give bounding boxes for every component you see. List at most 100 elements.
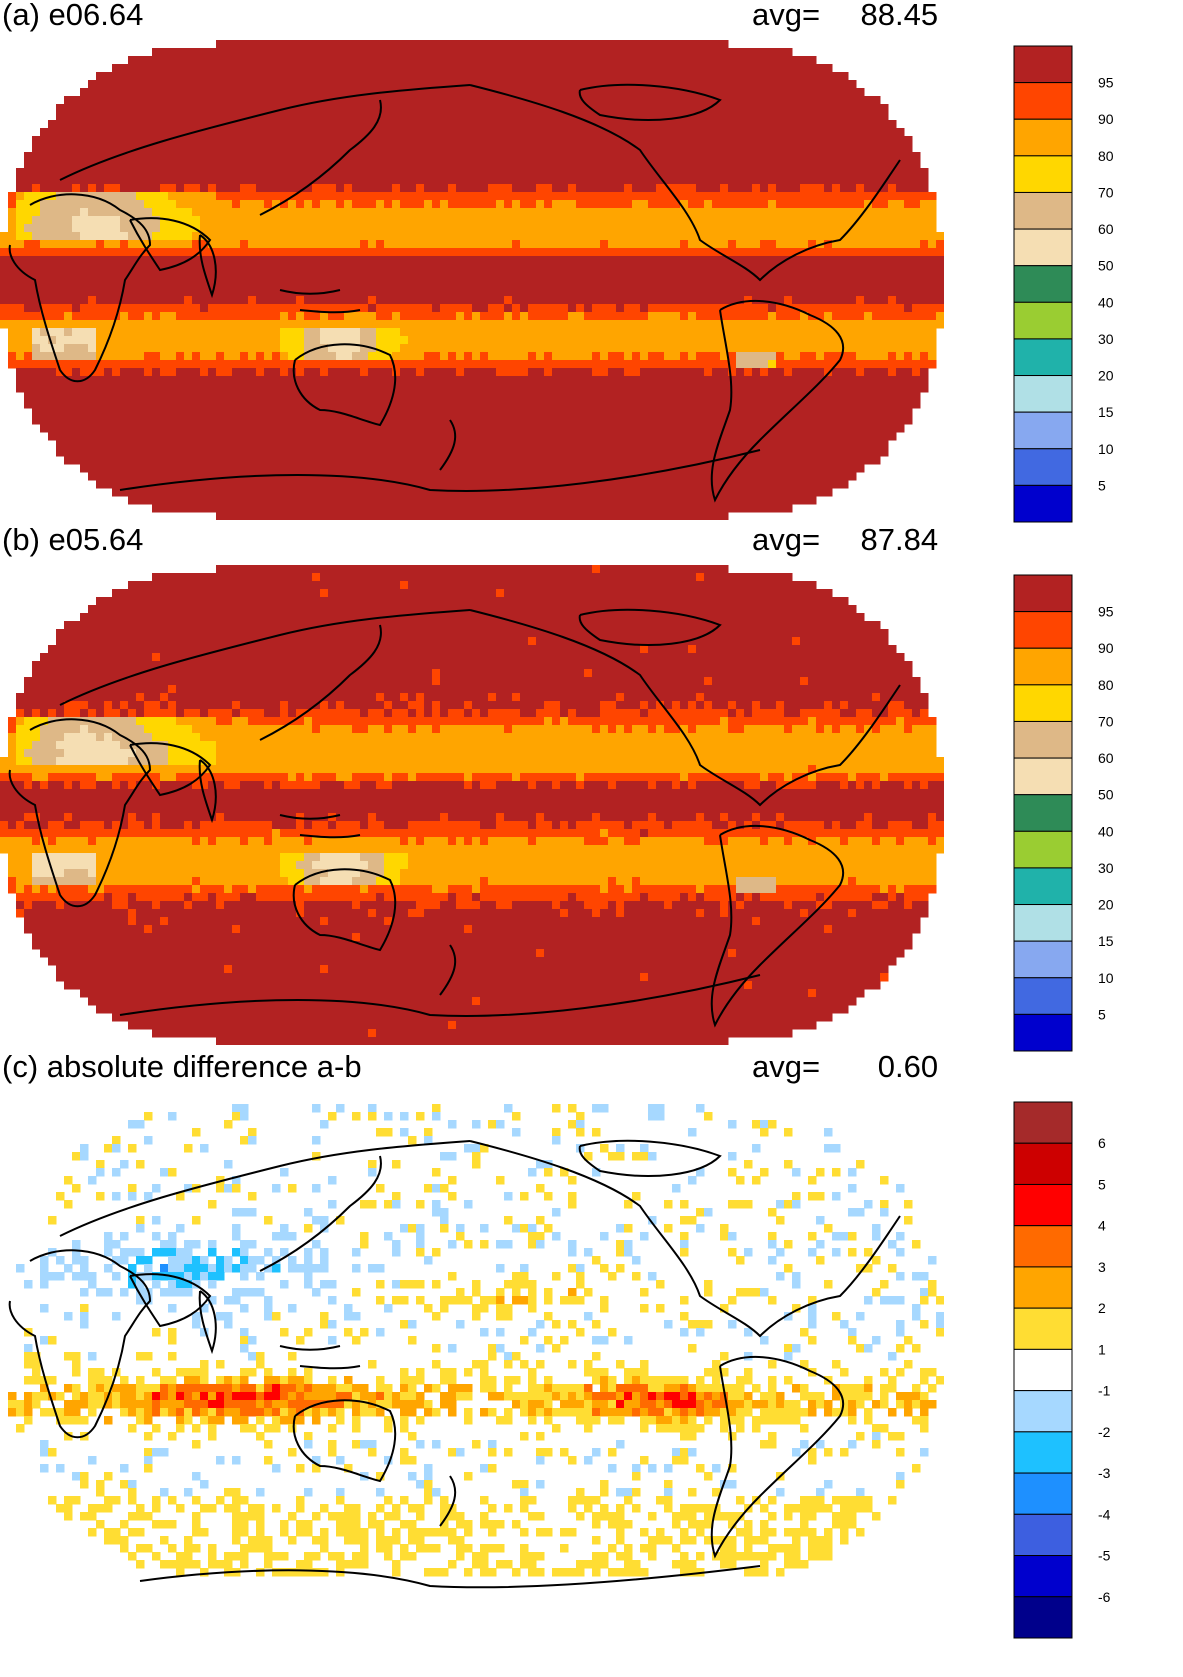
colorbar-tick-label: -6	[1098, 1589, 1111, 1605]
colorbar-tick-label: 4	[1098, 1218, 1106, 1234]
colorbar-tick-label: 30	[1098, 331, 1114, 347]
colorbar: 95 90 80 70 60 50 40 30 20 15 10 5	[1013, 45, 1114, 523]
colorbar-tick-label: 80	[1098, 148, 1114, 164]
colorbar-swatch	[1013, 301, 1073, 340]
colorbar-swatch	[1013, 1348, 1073, 1392]
colorbar-tick-label: 40	[1098, 294, 1114, 310]
colorbar-tick-label: -4	[1098, 1506, 1111, 1522]
colorbar-swatch	[1013, 830, 1073, 869]
colorbar-swatch	[1013, 1101, 1073, 1144]
colorbar-swatch	[1013, 375, 1073, 413]
colorbar-tick-label: -2	[1098, 1424, 1111, 1440]
colorbar-swatch	[1013, 228, 1073, 267]
colorbar-swatch	[1013, 265, 1073, 303]
avg-label: avg=	[752, 0, 821, 32]
colorbar-tick-label: 90	[1098, 111, 1114, 127]
colorbar-swatch	[1013, 1431, 1073, 1474]
colorbar-swatch	[1013, 611, 1073, 649]
colorbar-tick-label: 30	[1098, 860, 1114, 876]
panel-a: (a) e06.64 avg= 88.45 95 90 80 70 60 50 40 30 20 1…	[0, 0, 1183, 525]
coastlines	[8, 608, 901, 1028]
colorbar-tick-label: 60	[1098, 750, 1114, 766]
panel-c: (c) absolute difference a-b avg= 0.60 6 5 4…	[0, 1049, 1183, 1677]
colorbar-swatch	[1013, 118, 1073, 157]
colorbar-tick-label: 50	[1098, 787, 1114, 803]
colorbar-tick-label: 70	[1098, 184, 1114, 200]
colorbar-tick-label: 5	[1098, 477, 1106, 493]
colorbar-tick-label: 10	[1098, 970, 1114, 986]
colorbar-tick-label: 5	[1098, 1176, 1106, 1192]
colorbar-tick-label: -3	[1098, 1465, 1111, 1481]
colorbar-swatch	[1013, 1307, 1073, 1350]
colorbar-tick-label: 15	[1098, 404, 1114, 420]
colorbar-swatch	[1013, 82, 1073, 120]
data-field	[0, 565, 944, 1045]
coastlines	[8, 1139, 901, 1589]
colorbar-swatch	[1013, 1225, 1073, 1268]
panel-title: (a) e06.64	[2, 0, 144, 32]
colorbar-swatch	[1013, 338, 1073, 377]
colorbar-tick-label: 80	[1098, 677, 1114, 693]
colorbar-tick-label: 95	[1098, 75, 1114, 91]
panel-average: avg= 87.84	[752, 523, 938, 557]
colorbar-tick-label: 5	[1098, 1006, 1106, 1022]
colorbar-swatch	[1013, 1266, 1073, 1309]
coastlines	[8, 83, 901, 503]
avg-label: avg=	[752, 1049, 821, 1084]
colorbar-swatch	[1013, 574, 1073, 613]
colorbar-tick-label: 40	[1098, 823, 1114, 839]
panel-title: (b) e05.64	[2, 522, 144, 557]
colorbar: 6 5 4 3 2 1 -1 -2 -3 -4 -5 -6	[1013, 1101, 1111, 1639]
colorbar-swatch	[1013, 45, 1073, 84]
colorbar-swatch	[1013, 484, 1073, 523]
colorbar-swatch	[1013, 155, 1073, 193]
colorbar-swatch	[1013, 1183, 1073, 1227]
colorbar-swatch	[1013, 1013, 1073, 1052]
colorbar-tick-label: -1	[1098, 1383, 1111, 1399]
colorbar-swatch	[1013, 1142, 1073, 1185]
panel-title: (c) absolute difference a-b	[2, 1049, 362, 1084]
colorbar-tick-label: 6	[1098, 1135, 1106, 1151]
colorbar-swatch	[1013, 977, 1073, 1015]
colorbar-swatch	[1013, 647, 1073, 686]
colorbar-tick-label: 95	[1098, 604, 1114, 620]
colorbar-swatch	[1013, 411, 1073, 450]
colorbar-swatch	[1013, 448, 1073, 486]
data-field	[8, 1104, 944, 1577]
colorbar-swatch	[1013, 720, 1073, 759]
colorbar-tick-label: 70	[1098, 713, 1114, 729]
colorbar-tick-label: 1	[1098, 1341, 1106, 1357]
colorbar-tick-label: 20	[1098, 368, 1114, 384]
colorbar-swatch	[1013, 1596, 1073, 1639]
colorbar-tick-label: 10	[1098, 441, 1114, 457]
avg-value: 0.60	[877, 1049, 939, 1084]
data-field	[0, 40, 944, 520]
colorbar-swatch	[1013, 1555, 1073, 1598]
avg-value: 87.84	[860, 522, 939, 557]
colorbar-swatch	[1013, 904, 1073, 942]
colorbar-swatch	[1013, 1472, 1073, 1515]
colorbar-swatch	[1013, 684, 1073, 722]
avg-value: 88.45	[860, 0, 939, 32]
colorbar-swatch	[1013, 757, 1073, 796]
colorbar-tick-label: 3	[1098, 1259, 1106, 1275]
colorbar-tick-label: 2	[1098, 1300, 1106, 1316]
colorbar-swatch	[1013, 940, 1073, 979]
colorbar-swatch	[1013, 794, 1073, 832]
colorbar-swatch	[1013, 191, 1073, 230]
colorbar-tick-label: 60	[1098, 221, 1114, 237]
world-map	[0, 40, 944, 520]
colorbar-swatch	[1013, 1513, 1073, 1557]
colorbar-tick-label: 15	[1098, 933, 1114, 949]
avg-label: avg=	[752, 522, 821, 557]
panel-b: (b) e05.64 avg= 87.84 95 90 80 70 60 50 40 30 20 1…	[0, 522, 1183, 1052]
panel-average: avg= 88.45	[752, 0, 938, 32]
colorbar-swatch	[1013, 1390, 1073, 1433]
world-map	[0, 565, 944, 1045]
colorbar-tick-label: 90	[1098, 640, 1114, 656]
colorbar-swatch	[1013, 867, 1073, 906]
colorbar-tick-label: 50	[1098, 258, 1114, 274]
panel-average: avg= 0.60	[752, 1050, 938, 1084]
colorbar: 95 90 80 70 60 50 40 30 20 15 10 5	[1013, 574, 1114, 1052]
world-map	[8, 1104, 944, 1589]
